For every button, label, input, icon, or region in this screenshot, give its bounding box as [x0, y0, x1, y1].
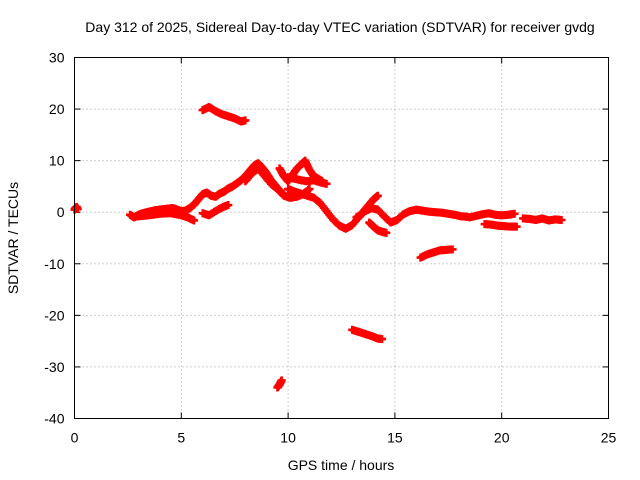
data-point: [305, 185, 314, 194]
data-point: [512, 222, 521, 231]
y-tick-label: 30: [49, 50, 65, 66]
x-axis-label: GPS time / hours: [288, 457, 395, 473]
data-point: [73, 205, 82, 214]
data-point: [241, 116, 250, 125]
chart-title: Day 312 of 2025, Sidereal Day-to-day VTE…: [85, 19, 594, 35]
x-tick-label: 25: [601, 430, 617, 446]
series-afternoon: [284, 185, 472, 233]
axis-ticks: [74, 57, 609, 419]
x-tick-label: 10: [280, 430, 296, 446]
series-hump-10b: [284, 173, 331, 188]
data-point: [378, 335, 387, 344]
data-point: [510, 209, 519, 218]
y-tick-label: -20: [44, 307, 64, 323]
x-tick-label: 15: [387, 430, 403, 446]
series-seg-16: [416, 245, 457, 262]
data-point: [224, 200, 233, 209]
data-points: [70, 103, 566, 392]
series-seg-20: [198, 103, 250, 126]
series-segment-14: [365, 218, 391, 237]
data-point: [382, 228, 391, 237]
y-tick-label: -30: [44, 359, 64, 375]
y-tick-label: -40: [44, 411, 64, 427]
data-point: [190, 216, 199, 225]
y-tick-label: 10: [49, 153, 65, 169]
series-late-day: [465, 209, 519, 222]
y-tick-label: 20: [49, 101, 65, 117]
data-point: [277, 376, 286, 385]
y-axis-label: SDTVAR / TECUs: [5, 182, 21, 294]
series-seg-23: [348, 325, 387, 344]
data-point: [448, 245, 457, 254]
grid-lines: [74, 57, 609, 419]
y-tick-label: -10: [44, 256, 64, 272]
series-late-day-lower: [480, 220, 521, 231]
series-morning-dip: [198, 200, 233, 220]
x-tick-label: 20: [494, 430, 510, 446]
series-morning-lower: [134, 209, 199, 225]
data-point: [322, 179, 331, 188]
series-peak-band: [241, 164, 314, 202]
y-tick-label: 0: [57, 204, 65, 220]
plot-frame: [74, 57, 609, 419]
series-seg-33: [273, 376, 286, 392]
data-point: [373, 191, 382, 200]
x-tick-labels: 0 5 10 15 20 25: [71, 430, 617, 446]
data-point: [557, 215, 566, 224]
series-spike-13: [352, 191, 382, 222]
x-tick-label: 0: [71, 430, 79, 446]
series-late-night: [519, 214, 566, 225]
x-tick-label: 5: [177, 430, 185, 446]
y-tick-labels: -40 -30 -20 -10 0 10 20 30: [44, 50, 64, 427]
